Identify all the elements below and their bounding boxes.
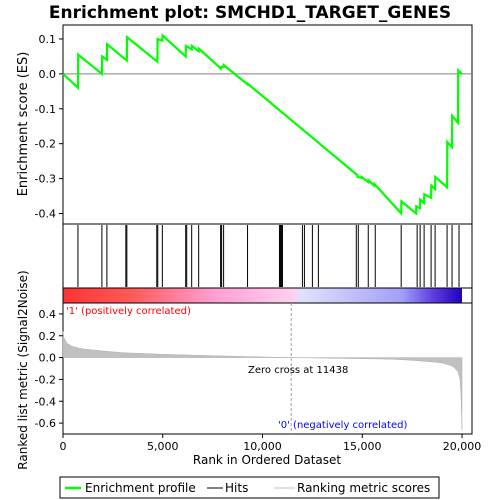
ranking-metric-area (62, 331, 463, 430)
metric-panel-frame (62, 302, 473, 435)
negative-label: '0' (negatively correlated) (278, 420, 407, 431)
legend-label-metric: Ranking metric scores (297, 481, 430, 495)
chart-title: Enrichment plot: SMCHD1_TARGET_GENES (49, 3, 451, 23)
legend-entry-hits: Hits (207, 481, 248, 495)
metric-y-tick-label: 0.4 (39, 308, 57, 321)
legend-entry-metric: Ranking metric scores (274, 481, 430, 495)
es-y-axis-label: Enrichment score (ES) (16, 52, 31, 197)
metric-x-tick-label: 0 (60, 440, 67, 453)
metric-x-tick-label: 15,000 (343, 440, 382, 453)
es-y-tick-label: 0.1 (39, 33, 57, 46)
es-y-tick-label: -0.1 (35, 103, 56, 116)
metric-y-tick-label: -0.2 (35, 373, 56, 386)
metric-y-tick-label: 0.2 (39, 330, 57, 343)
metric-x-tick-label: 20,000 (443, 440, 482, 453)
es-y-axis: -0.4 -0.3 -0.2 -0.1 0.0 0.1 (35, 33, 63, 221)
legend-label-hits: Hits (225, 481, 248, 495)
zero-cross-label: Zero cross at 11438 (248, 365, 348, 376)
metric-x-axis: 0 5,000 10,000 15,000 20,000 (60, 434, 482, 453)
hit-markers (77, 225, 460, 287)
enrichment-profile-line (62, 33, 463, 217)
es-panel-frame (62, 24, 473, 225)
legend-label-profile: Enrichment profile (85, 481, 196, 495)
metric-x-tick-label: 10,000 (243, 440, 282, 453)
metric-x-tick-label: 5,000 (147, 440, 179, 453)
es-y-tick-label: -0.2 (35, 138, 56, 151)
rank-gradient-bar (62, 287, 473, 304)
metric-y-tick-label: -0.6 (35, 417, 56, 430)
legend-box (59, 476, 440, 499)
metric-y-axis: -0.6 -0.4 -0.2 0.0 0.2 0.4 (35, 308, 63, 430)
metric-x-axis-label: Rank in Ordered Dataset (193, 453, 341, 467)
metric-y-tick-label: -0.4 (35, 395, 56, 408)
positive-label: '1' (positively correlated) (66, 306, 191, 317)
metric-y-tick-label: 0.0 (39, 352, 57, 365)
metric-y-axis-label: Ranked list metric (Signal2Noise) (16, 270, 30, 469)
legend-entry-profile: Enrichment profile (65, 481, 196, 495)
hits-panel-frame (62, 223, 473, 289)
es-y-tick-label: -0.3 (35, 173, 56, 186)
es-y-tick-label: -0.4 (35, 208, 56, 221)
es-y-tick-label: 0.0 (39, 68, 57, 81)
